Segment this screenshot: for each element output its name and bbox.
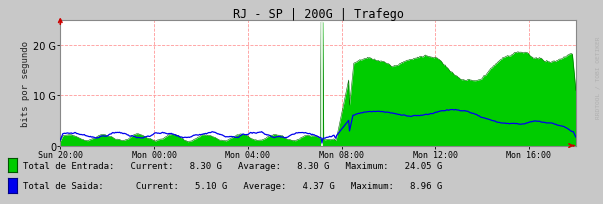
Title: RJ - SP | 200G | Trafego: RJ - SP | 200G | Trafego [233,8,403,20]
Y-axis label: bits por segundo: bits por segundo [21,40,30,126]
Text: Total de Saida:      Current:   5.10 G   Average:   4.37 G   Maximum:   8.96 G: Total de Saida: Current: 5.10 G Average:… [23,181,442,190]
Text: Total de Entrada:   Current:   8.30 G   Avarage:   8.30 G   Maximum:   24.05 G: Total de Entrada: Current: 8.30 G Avarag… [23,161,442,170]
Text: RRDTOOL / TOBI OETIKER: RRDTOOL / TOBI OETIKER [596,37,601,119]
